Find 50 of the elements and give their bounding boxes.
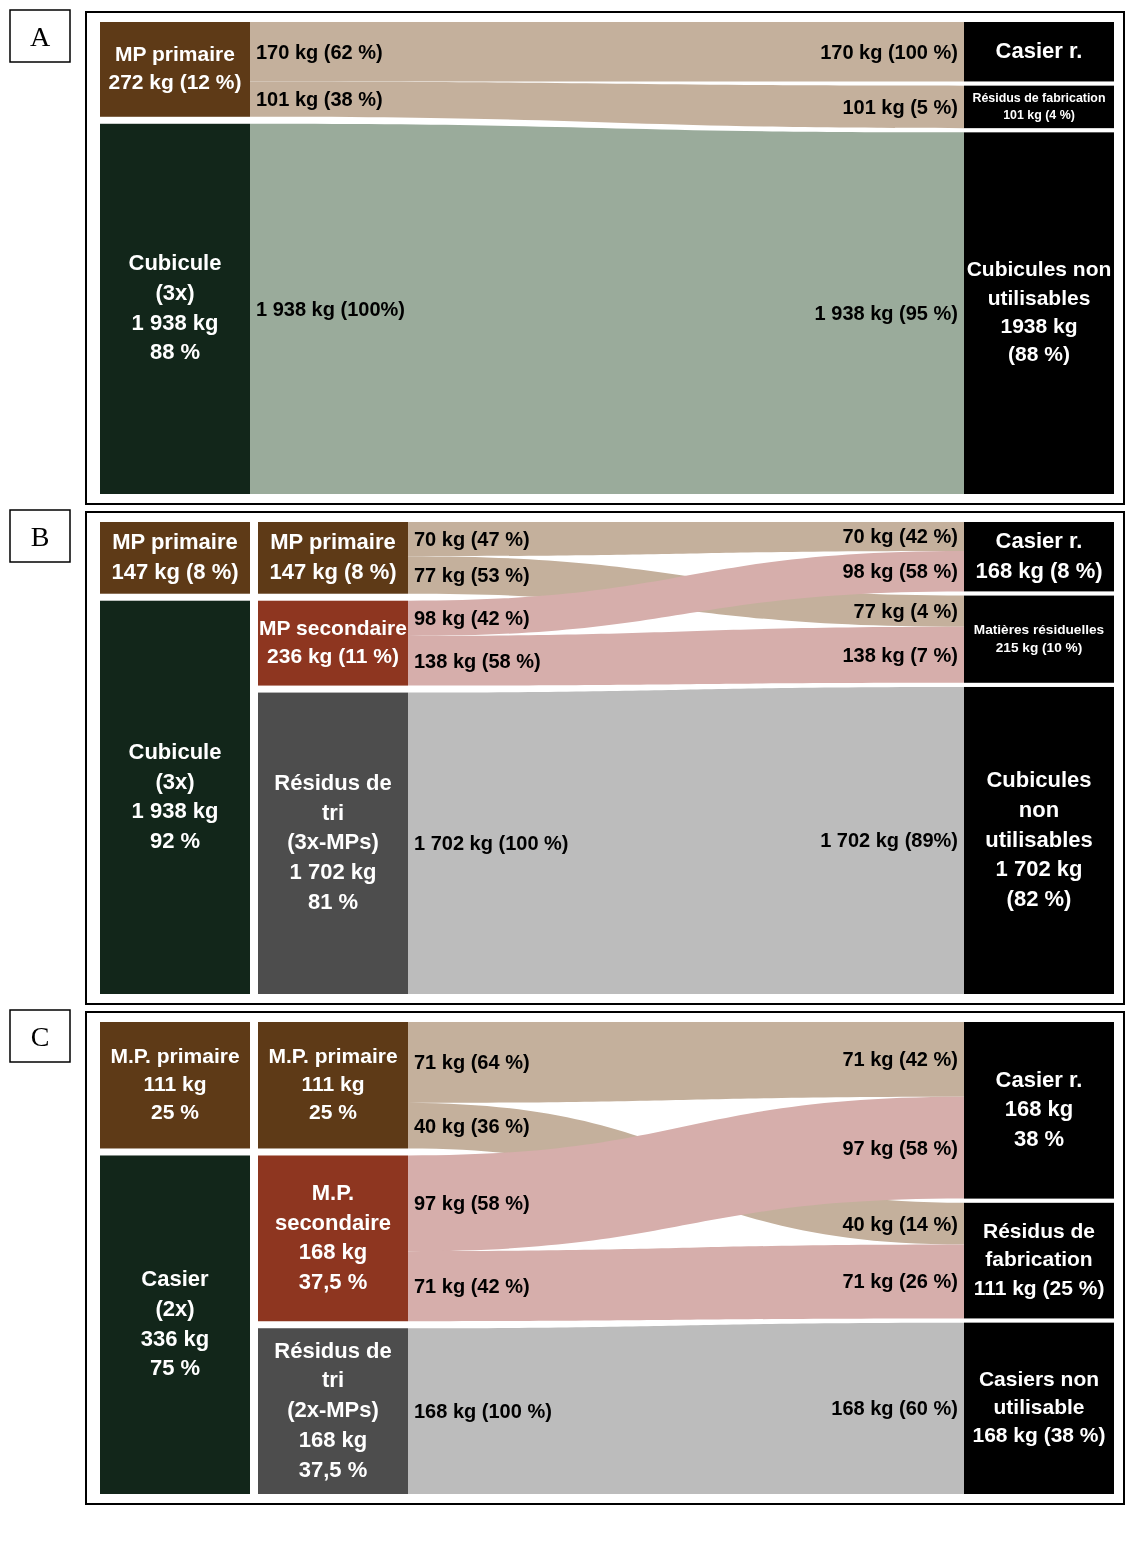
data-label: 1 702 kg (100 %) bbox=[414, 832, 569, 855]
data-label: 70 kg (42 %) bbox=[842, 525, 958, 548]
data-label: 1 702 kg (89%) bbox=[820, 829, 958, 852]
category-label: Cubicule (3x) 1 938 kg 88 % bbox=[128, 250, 222, 365]
data-label: 1 938 kg (100%) bbox=[256, 297, 405, 320]
data-label: 71 kg (26 %) bbox=[842, 1270, 958, 1293]
category-label: Matières résiduelles 215 kg (10 %) bbox=[973, 621, 1105, 656]
data-label: 70 kg (47 %) bbox=[414, 528, 530, 551]
data-label: 40 kg (36 %) bbox=[414, 1114, 530, 1137]
category-label: Casier r. 168 kg (8 %) bbox=[975, 527, 1103, 583]
category-label: MP primaire 147 kg (8 %) bbox=[269, 529, 397, 584]
category-label: M.P. secondaire 168 kg 37,5 % bbox=[274, 1179, 392, 1294]
text: B bbox=[30, 521, 50, 552]
data-label: 138 kg (58 %) bbox=[414, 649, 541, 672]
data-label: 170 kg (62 %) bbox=[256, 40, 383, 63]
data-label: 1 938 kg (95 %) bbox=[814, 302, 958, 325]
data-label: 138 kg (7 %) bbox=[842, 643, 958, 666]
data-label: 71 kg (42 %) bbox=[414, 1275, 530, 1298]
category-label: Cubicules non utilisables 1 702 kg (82 %) bbox=[985, 767, 1093, 911]
data-label: 71 kg (64 %) bbox=[414, 1051, 530, 1074]
category-label: Casiers non utilisable 168 kg (38 %) bbox=[972, 1366, 1106, 1447]
category-label: Casier r. 168 kg 38 % bbox=[995, 1066, 1083, 1152]
data-label: 101 kg (5 %) bbox=[842, 95, 958, 118]
data-label: 98 kg (42 %) bbox=[414, 607, 530, 630]
data-label: 77 kg (53 %) bbox=[414, 563, 530, 586]
data-label: 170 kg (100 %) bbox=[820, 40, 958, 63]
category-label: Résidus de fabrication 111 kg (25 %) bbox=[973, 1219, 1105, 1299]
category-label: MP primaire 272 kg (12 %) bbox=[108, 41, 242, 94]
data-label: 77 kg (4 %) bbox=[853, 600, 958, 623]
category-label: M.P. primaire 111 kg 25 % bbox=[110, 1043, 240, 1124]
category-label: Résidus de tri (3x-MPs) 1 702 kg 81 % bbox=[274, 769, 392, 914]
data-label: 71 kg (42 %) bbox=[842, 1048, 958, 1071]
data-label: 97 kg (58 %) bbox=[414, 1192, 530, 1215]
data-label: 40 kg (14 %) bbox=[842, 1212, 958, 1235]
data-label: 168 kg (60 %) bbox=[831, 1397, 958, 1420]
data-label: 98 kg (58 %) bbox=[842, 560, 958, 583]
category-label: Résidus de tri (2x-MPs) 168 kg 37,5 % bbox=[274, 1337, 392, 1482]
category-label: Cubicules non utilisables 1938 kg (88 %) bbox=[966, 257, 1112, 366]
category-label: MP secondaire 236 kg (11 %) bbox=[259, 615, 407, 668]
category-label: Cubicule (3x) 1 938 kg 92 % bbox=[128, 738, 222, 853]
category-label: Casier (2x) 336 kg 75 % bbox=[140, 1266, 210, 1381]
data-label: 101 kg (38 %) bbox=[256, 88, 383, 111]
data-label: 97 kg (58 %) bbox=[842, 1136, 958, 1159]
category-label: M.P. primaire 111 kg 25 % bbox=[268, 1043, 398, 1124]
category-label: Casier r. bbox=[995, 37, 1083, 63]
data-label: 168 kg (100 %) bbox=[414, 1400, 552, 1423]
category-label: Résidus de fabrication 101 kg (4 %) bbox=[972, 90, 1106, 122]
text: C bbox=[30, 1021, 50, 1052]
category-label: MP primaire 147 kg (8 %) bbox=[111, 529, 239, 584]
text: A bbox=[29, 21, 51, 52]
